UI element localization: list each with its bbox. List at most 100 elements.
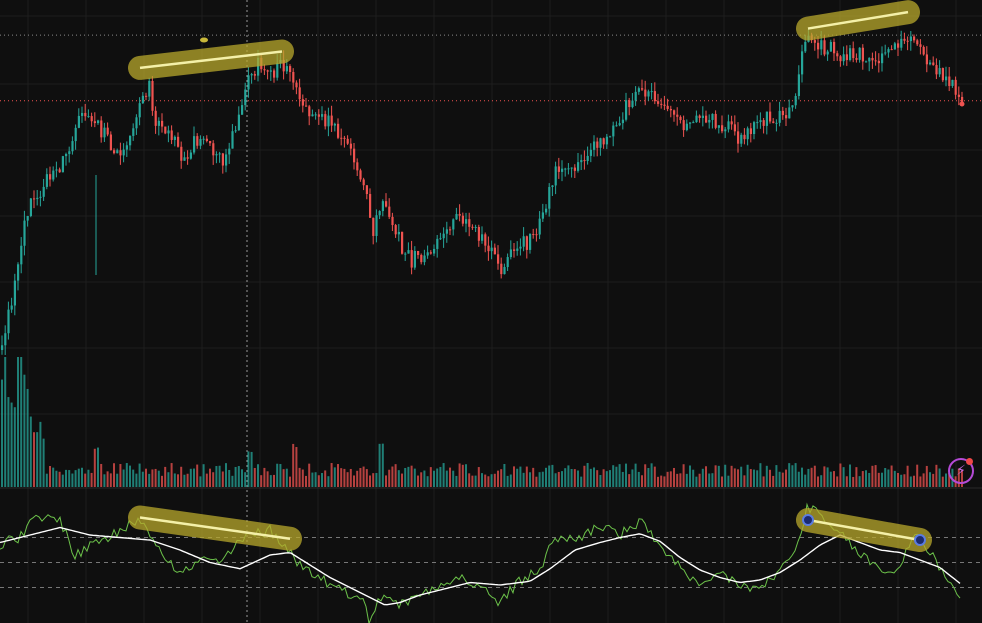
candle-body bbox=[391, 216, 394, 226]
candle-body bbox=[705, 115, 708, 123]
candle-body bbox=[231, 131, 234, 149]
candle-body bbox=[551, 185, 554, 188]
volume-bar bbox=[180, 466, 183, 487]
volume-bar bbox=[602, 469, 605, 487]
oscillator-trendline-right-handle-1 bbox=[914, 534, 926, 546]
candle-body bbox=[481, 234, 484, 241]
volume-bar bbox=[513, 466, 515, 487]
candle-body bbox=[445, 229, 448, 234]
volume-bar bbox=[228, 469, 231, 487]
candle-body bbox=[548, 187, 551, 209]
volume-bar bbox=[433, 470, 435, 487]
volume-bar bbox=[74, 470, 77, 487]
candle-body bbox=[615, 125, 618, 127]
candle-body bbox=[631, 100, 634, 108]
volume-bar bbox=[858, 476, 861, 487]
candle-body bbox=[458, 213, 461, 216]
volume-bar bbox=[849, 464, 851, 487]
candle-body bbox=[759, 120, 762, 123]
volume-bar bbox=[132, 469, 135, 487]
volume-bar bbox=[490, 474, 493, 487]
candle-body bbox=[397, 231, 400, 235]
volume-bar bbox=[759, 463, 762, 487]
candle-body bbox=[775, 122, 778, 124]
volume-bar bbox=[570, 468, 573, 487]
candle-body bbox=[884, 52, 887, 54]
volume-bar bbox=[87, 469, 90, 487]
volume-bar bbox=[669, 471, 672, 487]
candle-body bbox=[525, 236, 528, 250]
candle-body bbox=[778, 110, 781, 123]
candle-body bbox=[913, 36, 916, 41]
volume-bar bbox=[503, 463, 506, 487]
candle-body bbox=[717, 125, 720, 128]
candle-body bbox=[74, 127, 77, 142]
candle-body bbox=[682, 120, 685, 131]
volume-bar bbox=[193, 468, 195, 487]
candle-body bbox=[583, 160, 586, 162]
volume-bar bbox=[301, 469, 304, 487]
volume-bar bbox=[356, 470, 359, 487]
volume-bar bbox=[887, 469, 890, 487]
candle-body bbox=[541, 212, 544, 219]
volume-bar bbox=[381, 443, 384, 487]
candle-body bbox=[519, 246, 522, 249]
candle-body bbox=[346, 138, 349, 144]
volume-bar bbox=[199, 476, 202, 487]
volume-bar bbox=[436, 468, 439, 487]
candle-body bbox=[100, 120, 103, 138]
candle-body bbox=[679, 116, 682, 121]
price-trendline-left-line bbox=[139, 50, 283, 70]
volume-bar bbox=[461, 464, 464, 487]
candle-body bbox=[244, 89, 247, 106]
volume-bar bbox=[337, 464, 339, 487]
volume-bar bbox=[407, 466, 410, 487]
volume-bar bbox=[794, 463, 797, 487]
candle-body bbox=[593, 141, 596, 150]
lightning-icon[interactable]: ⚡ bbox=[948, 458, 974, 484]
volume-bar bbox=[269, 475, 272, 487]
candle-body bbox=[429, 252, 432, 254]
volume-bar bbox=[497, 470, 499, 487]
volume-bar bbox=[125, 463, 128, 487]
volume-bar bbox=[692, 469, 695, 487]
candle-body bbox=[941, 68, 944, 81]
volume-bar bbox=[545, 467, 547, 487]
volume-bar bbox=[161, 475, 163, 487]
candle-body bbox=[900, 38, 903, 48]
volume-bar bbox=[404, 468, 407, 487]
candle-body bbox=[295, 82, 298, 88]
volume-bar bbox=[769, 469, 771, 487]
volume-bar bbox=[260, 475, 263, 487]
candle-body bbox=[708, 119, 711, 123]
candle-body bbox=[535, 234, 538, 236]
volume-bar bbox=[599, 475, 602, 487]
candle-body bbox=[42, 186, 45, 197]
candle-body bbox=[874, 60, 877, 62]
volume-bars bbox=[1, 357, 963, 487]
volume-bar bbox=[727, 475, 730, 487]
candle-body bbox=[202, 138, 205, 140]
volume-bar bbox=[474, 475, 477, 487]
candle-body bbox=[148, 80, 151, 97]
candle-body bbox=[164, 126, 167, 134]
candle-body bbox=[813, 40, 816, 43]
candle-body bbox=[292, 72, 295, 83]
candle-body bbox=[362, 179, 365, 186]
candle-body bbox=[769, 111, 772, 122]
candle-body bbox=[954, 79, 957, 95]
candle-body bbox=[743, 134, 746, 140]
volume-bar bbox=[730, 465, 733, 487]
volume-bar bbox=[186, 473, 189, 487]
candle-body bbox=[423, 255, 426, 263]
volume-bar bbox=[807, 468, 810, 487]
volume-bar bbox=[1, 379, 3, 487]
volume-bar bbox=[314, 472, 317, 487]
candle-body bbox=[909, 36, 912, 42]
candle-body bbox=[247, 75, 250, 90]
candle-body bbox=[804, 41, 807, 52]
candle-body bbox=[589, 149, 592, 156]
candle-body bbox=[353, 148, 356, 163]
candle-body bbox=[33, 198, 36, 200]
